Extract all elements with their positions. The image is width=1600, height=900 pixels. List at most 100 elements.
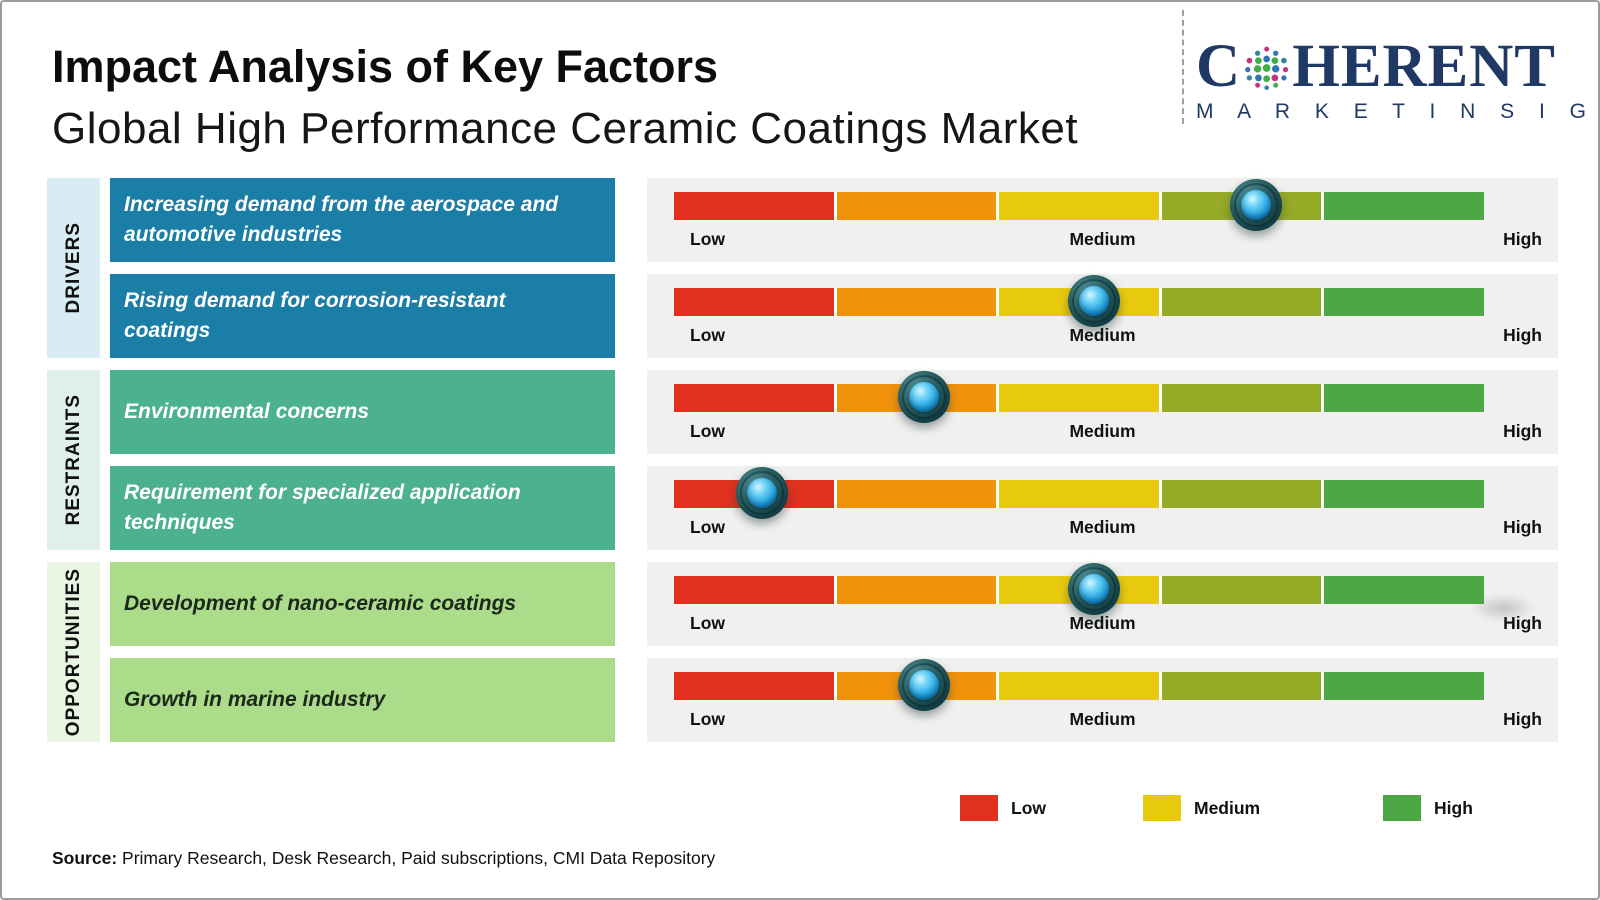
impact-scale-bar (674, 192, 1484, 220)
impact-marker-ball (1079, 574, 1110, 604)
coherent-market-insights-logo: C (1196, 36, 1598, 124)
legend-item-medium: Medium (1143, 795, 1260, 821)
impact-marker-orb (1068, 563, 1121, 615)
category-label: OPPORTUNITIES (62, 567, 84, 737)
impact-marker-orb (898, 371, 951, 423)
scale-label-high: High (1503, 613, 1542, 633)
impact-scale-panel: Low Medium High (647, 178, 1558, 262)
impact-scale-panel: Low Medium High (647, 370, 1558, 454)
scale-segment-4 (1324, 384, 1484, 412)
shadow-artifact (1470, 594, 1536, 622)
scale-segment-2 (999, 672, 1159, 700)
logo-tagline: M A R K E T I N S I G H T S (1196, 100, 1598, 123)
scale-label-high: High (1503, 325, 1542, 345)
category-label: RESTRAINTS (62, 394, 84, 526)
scale-segment-2 (999, 480, 1159, 508)
scale-label-medium: Medium (1069, 517, 1136, 537)
legend-label: Medium (1194, 798, 1261, 818)
factor-label: Growth in marine industry (124, 688, 386, 712)
factor-label: Rising demand for corrosion-resistant co… (124, 289, 506, 342)
legend-item-high: High (1383, 795, 1473, 821)
factor-box: Rising demand for corrosion-resistant co… (110, 274, 615, 358)
logo-divider-dashed-line (1182, 10, 1184, 124)
scale-segment-1 (836, 288, 997, 316)
impact-marker-ball (909, 670, 940, 700)
scale-segment-1 (836, 192, 997, 220)
scale-label-low: Low (690, 229, 725, 249)
scale-segment-0 (674, 576, 834, 604)
factor-label: Development of nano-ceramic coatings (124, 592, 517, 616)
logo-letter-c: C (1196, 33, 1242, 100)
legend-swatch (1143, 795, 1181, 821)
category-strip-opportunities: OPPORTUNITIES (47, 562, 100, 742)
scale-label-low: Low (690, 517, 725, 537)
source-prefix: Source: (52, 848, 118, 868)
scale-label-medium: Medium (1069, 709, 1136, 729)
legend-label: Low (1011, 798, 1046, 818)
scale-label-low: Low (690, 613, 725, 633)
scale-label-medium: Medium (1069, 229, 1136, 249)
scale-segment-4 (1324, 480, 1484, 508)
impact-marker-orb (898, 659, 951, 711)
factor-box: Development of nano-ceramic coatings (110, 562, 615, 646)
impact-marker-ball (1079, 286, 1110, 316)
scale-segment-4 (1324, 288, 1484, 316)
impact-marker-orb (1068, 275, 1121, 327)
scale-segment-1 (836, 480, 997, 508)
impact-scale-bar (674, 480, 1484, 508)
impact-scale-bar (674, 384, 1484, 412)
factor-label: Increasing demand from the aerospace and… (124, 193, 559, 246)
scale-segment-0 (674, 192, 834, 220)
scale-label-medium: Medium (1069, 325, 1136, 345)
scale-label-medium: Medium (1069, 613, 1136, 633)
scale-label-high: High (1503, 421, 1542, 441)
scale-segment-4 (1324, 576, 1484, 604)
category-strip-restraints: RESTRAINTS (47, 370, 100, 550)
source-text: Primary Research, Desk Research, Paid su… (117, 848, 716, 868)
category-label: DRIVERS (62, 222, 84, 314)
scale-label-low: Low (690, 325, 725, 345)
scale-label-medium: Medium (1069, 421, 1136, 441)
scale-segment-3 (1161, 576, 1322, 604)
page-subtitle: Global High Performance Ceramic Coatings… (52, 104, 1079, 153)
dotted-globe-icon (1245, 46, 1289, 90)
scale-label-low: Low (690, 421, 725, 441)
scale-segment-0 (674, 288, 834, 316)
scale-segment-1 (836, 576, 997, 604)
logo-letters-herent: HERENT (1292, 33, 1556, 100)
scale-label-low: Low (690, 709, 725, 729)
factor-box: Growth in marine industry (110, 658, 615, 742)
scale-segment-3 (1161, 384, 1322, 412)
scale-segment-4 (1324, 192, 1484, 220)
legend-label: High (1434, 798, 1473, 818)
impact-scale-panel: Low Medium High (647, 274, 1558, 358)
scale-segment-0 (674, 384, 834, 412)
factor-box: Requirement for specialized application … (110, 466, 615, 550)
category-strip-drivers: DRIVERS (47, 178, 100, 358)
scale-segment-3 (1161, 288, 1322, 316)
legend-swatch (1383, 795, 1421, 821)
impact-marker-orb (736, 467, 789, 519)
page-title: Impact Analysis of Key Factors (52, 41, 719, 92)
impact-scale-bar (674, 672, 1484, 700)
scale-label-high: High (1503, 709, 1542, 729)
scale-segment-3 (1161, 672, 1322, 700)
scale-segment-2 (999, 384, 1159, 412)
factor-label: Environmental concerns (124, 400, 370, 424)
impact-scale-panel: Low Medium High (647, 466, 1558, 550)
legend-swatch (960, 795, 998, 821)
factor-label: Requirement for specialized application … (124, 481, 521, 534)
impact-marker-orb (1230, 179, 1283, 231)
factor-box: Increasing demand from the aerospace and… (110, 178, 615, 262)
impact-scale-panel: Low Medium High (647, 562, 1558, 646)
scale-label-high: High (1503, 229, 1542, 249)
logo-wordmark: C (1196, 36, 1556, 97)
impact-marker-ball (1241, 190, 1272, 220)
scale-segment-2 (999, 192, 1159, 220)
impact-marker-ball (747, 478, 778, 508)
scale-segment-0 (674, 672, 834, 700)
impact-scale-panel: Low Medium High (647, 658, 1558, 742)
factor-box: Environmental concerns (110, 370, 615, 454)
scale-segment-4 (1324, 672, 1484, 700)
